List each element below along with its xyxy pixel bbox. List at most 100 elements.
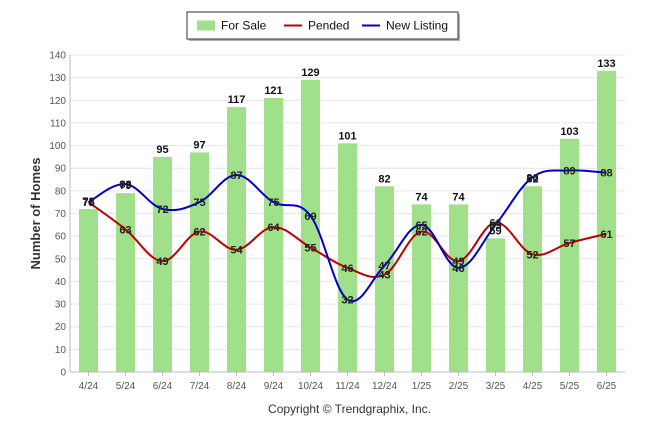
new-listing-point-label: 72 (156, 204, 168, 216)
bar-value-label: 101 (338, 130, 356, 142)
x-tick-label: 4/25 (523, 381, 543, 392)
y-tick-label: 10 (55, 345, 67, 356)
x-tick-label: 6/25 (597, 381, 617, 392)
y-tick-label: 20 (55, 322, 67, 333)
legend: For Sale Pended New Listing (186, 11, 460, 41)
x-tick-label: 6/24 (153, 381, 173, 392)
y-tick-label: 70 (55, 209, 67, 220)
bar-value-label: 74 (415, 191, 428, 203)
pended-point-label: 63 (119, 224, 131, 236)
new-listing-point-label: 83 (119, 179, 131, 191)
new-listing-point-label: 75 (193, 197, 205, 209)
bar-value-label: 82 (526, 173, 538, 185)
new-listing-point-label: 88 (600, 168, 612, 180)
bar (412, 204, 431, 372)
pended-point-label: 49 (452, 256, 464, 268)
bar-value-label: 133 (597, 58, 615, 70)
x-tick-label: 11/24 (335, 381, 360, 392)
pended-line (87, 201, 607, 279)
legend-label-for-sale: For Sale (221, 19, 267, 33)
bar (301, 79, 320, 373)
y-tick-label: 130 (49, 73, 66, 84)
x-tick-label: 5/24 (116, 381, 136, 392)
new-listing-point-label: 65 (489, 220, 501, 232)
lines (87, 169, 607, 303)
y-tick-label: 90 (55, 164, 67, 175)
bar (486, 238, 505, 372)
bar-value-label: 79 (119, 180, 131, 192)
x-tick-label: 7/24 (190, 381, 210, 392)
x-tick-label: 1/25 (412, 381, 432, 392)
bar (560, 138, 579, 372)
y-tick-label: 140 (49, 51, 66, 62)
bar-value-label: 95 (156, 144, 168, 156)
bar-value-label: 82 (378, 173, 390, 185)
pended-point-label: 62 (415, 227, 427, 239)
legend-swatch-for-sale (197, 20, 215, 31)
bar-value-label: 129 (301, 67, 319, 79)
bar-value-label: 74 (452, 191, 465, 203)
new-listing-point-label: 32 (341, 295, 353, 307)
bar-value-label: 121 (264, 85, 282, 97)
y-tick-label: 100 (49, 141, 66, 152)
labels: 72 79 95 97 117 121 129 101 82 74 74 59 82 103 133 75 63… (82, 58, 615, 307)
x-tick-label: 2/25 (449, 381, 469, 392)
legend-box (186, 11, 459, 40)
copyright-footer: Copyright © Trendgraphix, Inc. (268, 402, 431, 416)
new-listing-point-label: 75 (82, 197, 94, 209)
pended-point-label: 55 (304, 242, 316, 254)
bar (597, 70, 616, 372)
new-listing-point-label: 65 (415, 220, 427, 232)
x-tick-label: 5/25 (560, 381, 580, 392)
pended-point-label: 54 (230, 245, 243, 257)
bar (338, 143, 357, 372)
bar (79, 208, 98, 372)
bar-value-label: 72 (82, 196, 94, 208)
bar (264, 98, 283, 373)
pended-point-label: 57 (563, 238, 575, 250)
bar (190, 152, 209, 372)
bar (116, 193, 135, 372)
y-tick-label: 80 (55, 186, 67, 197)
y-tick-label: 60 (55, 232, 67, 243)
new-listing-point-label: 87 (230, 170, 242, 182)
bar-value-label: 59 (489, 225, 501, 237)
new-listing-point-label: 86 (526, 172, 538, 184)
x-tick-label: 8/24 (227, 381, 247, 392)
y-tick-label: 0 (60, 368, 66, 379)
pended-point-label: 62 (193, 227, 205, 239)
new-listing-point-label: 89 (563, 165, 575, 177)
pended-point-label: 61 (600, 229, 612, 241)
new-listing-point-label: 69 (304, 211, 316, 223)
bar (449, 204, 468, 372)
y-tick-label: 40 (55, 277, 67, 288)
pended-point-label: 49 (156, 256, 168, 268)
bar-value-label: 97 (193, 139, 205, 151)
pended-point-label: 64 (267, 222, 280, 234)
new-listing-line (88, 169, 607, 303)
x-tick-label: 9/24 (264, 381, 284, 392)
bar (227, 107, 246, 372)
pended-point-label: 43 (378, 270, 390, 282)
legend-label-pended: Pended (308, 19, 349, 33)
bars (79, 70, 616, 373)
new-listing-point-label: 46 (452, 263, 464, 275)
legend-label-new-listing: New Listing (386, 19, 448, 33)
bar-value-label: 117 (228, 94, 246, 106)
y-tick-label: 120 (49, 96, 66, 107)
pended-point-label: 66 (489, 218, 501, 230)
bar (375, 186, 394, 372)
y-tick-label: 30 (55, 300, 67, 311)
x-tick-label: 4/24 (79, 381, 99, 392)
new-listing-point-label: 75 (267, 197, 279, 209)
new-listing-point-label: 47 (378, 261, 390, 273)
x-tick-label: 10/24 (298, 381, 323, 392)
pended-point-label: 46 (341, 263, 353, 275)
pended-point-label: 75 (82, 197, 94, 209)
y-tick-label: 110 (50, 118, 66, 129)
bar-value-label: 103 (560, 126, 578, 138)
y-axis-title: Number of Homes (28, 158, 43, 270)
bar (523, 186, 542, 372)
